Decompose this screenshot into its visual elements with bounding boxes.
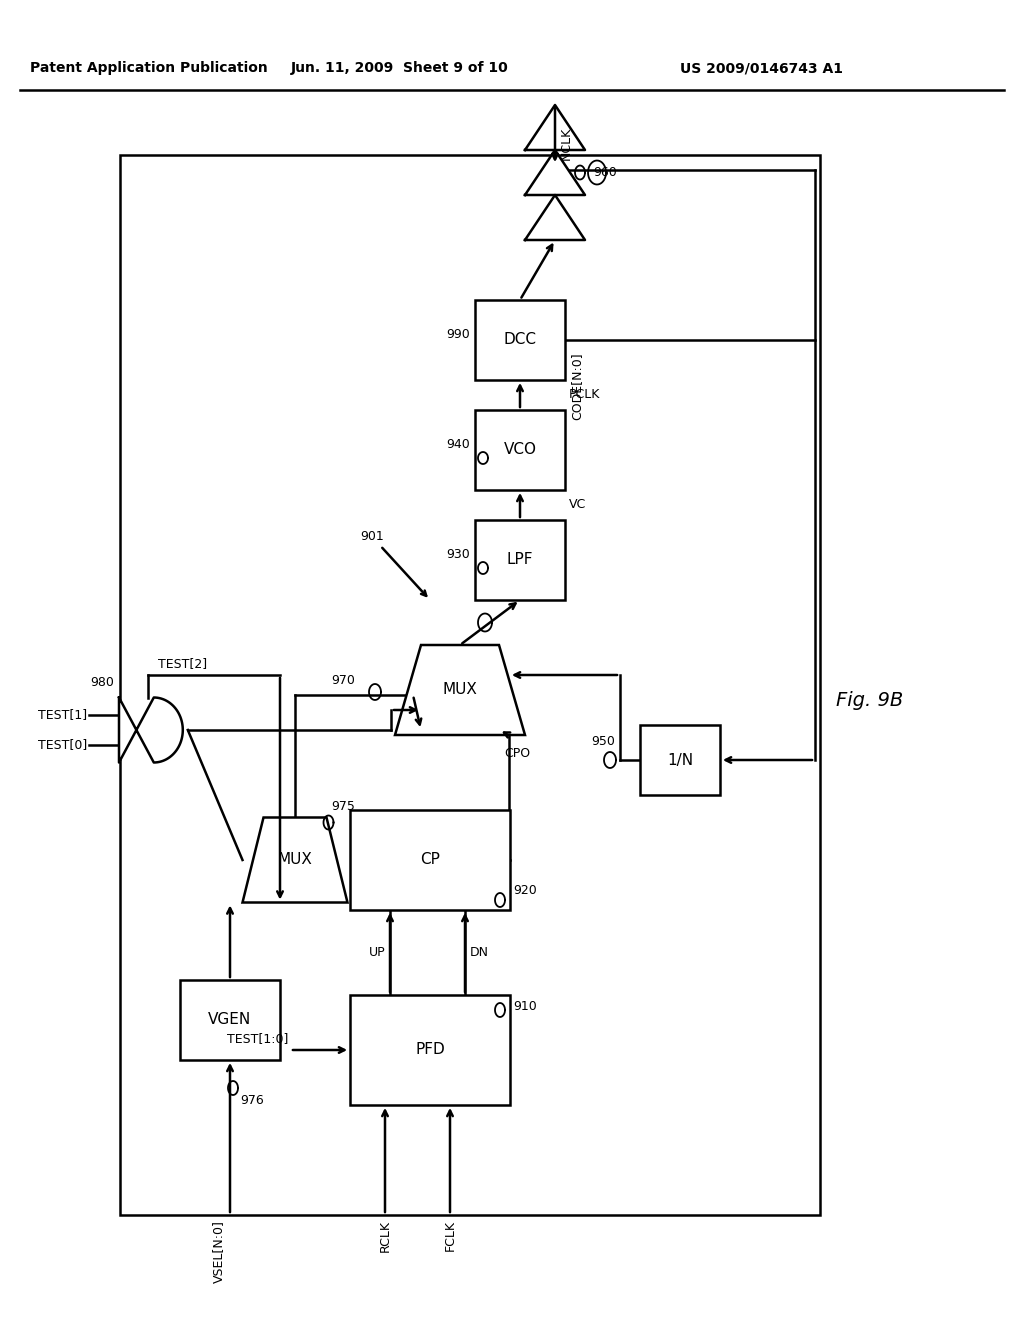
Bar xyxy=(120,154,820,1214)
Text: DCC: DCC xyxy=(504,333,537,347)
Text: TEST[0]: TEST[0] xyxy=(38,738,87,751)
Text: VCO: VCO xyxy=(504,442,537,458)
Text: DN: DN xyxy=(470,946,489,960)
Polygon shape xyxy=(525,195,585,240)
Text: 960: 960 xyxy=(593,166,616,180)
Text: 990: 990 xyxy=(446,329,470,342)
Polygon shape xyxy=(395,645,525,735)
Text: PFD: PFD xyxy=(415,1043,444,1057)
Text: 950: 950 xyxy=(591,735,615,748)
Text: 940: 940 xyxy=(446,438,470,451)
Text: 930: 930 xyxy=(446,549,470,561)
Bar xyxy=(350,810,510,909)
Text: CPO: CPO xyxy=(504,747,530,760)
Text: TEST[1]: TEST[1] xyxy=(38,709,87,722)
Bar xyxy=(475,300,565,380)
Text: PCLK: PCLK xyxy=(569,388,600,401)
Polygon shape xyxy=(525,150,585,195)
Text: TEST[1:0]: TEST[1:0] xyxy=(226,1032,288,1045)
Bar xyxy=(180,979,280,1060)
Bar xyxy=(475,411,565,490)
Text: FCLK: FCLK xyxy=(443,1220,457,1251)
Text: NCLK: NCLK xyxy=(560,127,573,160)
Text: LPF: LPF xyxy=(507,553,534,568)
Text: 910: 910 xyxy=(513,1001,537,1012)
Text: MUX: MUX xyxy=(442,682,477,697)
Bar xyxy=(350,995,510,1105)
Text: VGEN: VGEN xyxy=(208,1012,252,1027)
Text: CODE[N:0]: CODE[N:0] xyxy=(570,352,583,420)
Bar xyxy=(475,520,565,601)
Text: TEST[2]: TEST[2] xyxy=(158,657,207,671)
Text: CP: CP xyxy=(420,853,440,867)
Text: US 2009/0146743 A1: US 2009/0146743 A1 xyxy=(680,61,843,75)
Text: 970: 970 xyxy=(331,673,355,686)
Text: VSEL[N:0]: VSEL[N:0] xyxy=(212,1220,225,1283)
Text: Patent Application Publication: Patent Application Publication xyxy=(30,61,267,75)
Text: 975: 975 xyxy=(332,800,355,813)
Text: 901: 901 xyxy=(360,531,426,595)
Text: UP: UP xyxy=(369,946,385,960)
Text: 1/N: 1/N xyxy=(667,752,693,767)
Text: VC: VC xyxy=(569,499,587,511)
Polygon shape xyxy=(243,817,347,903)
Text: MUX: MUX xyxy=(278,853,312,867)
Text: 980: 980 xyxy=(90,676,114,689)
Bar xyxy=(640,725,720,795)
Text: RCLK: RCLK xyxy=(379,1220,391,1251)
Text: 920: 920 xyxy=(513,883,537,896)
Polygon shape xyxy=(525,106,585,150)
Polygon shape xyxy=(119,697,183,763)
Text: 976: 976 xyxy=(240,1093,264,1106)
Text: Jun. 11, 2009  Sheet 9 of 10: Jun. 11, 2009 Sheet 9 of 10 xyxy=(291,61,509,75)
Text: Fig. 9B: Fig. 9B xyxy=(837,690,903,710)
